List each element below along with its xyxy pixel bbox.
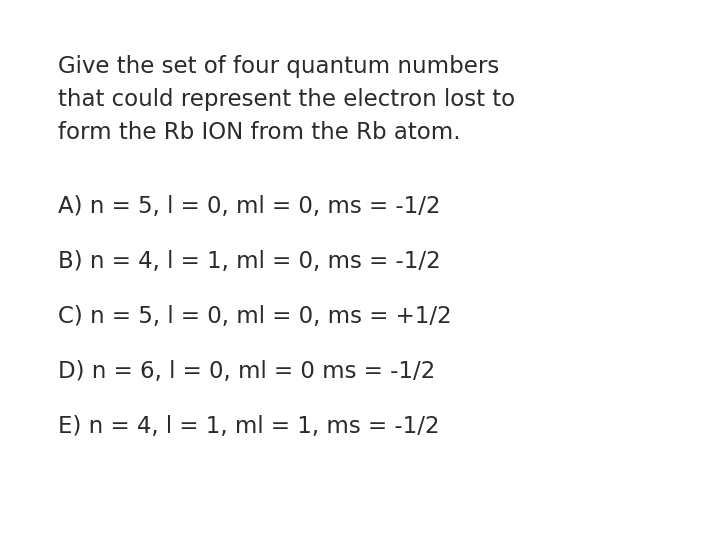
Text: that could represent the electron lost to: that could represent the electron lost t…	[58, 88, 515, 111]
Text: E) n = 4, l = 1, ml = 1, ms = -1/2: E) n = 4, l = 1, ml = 1, ms = -1/2	[58, 415, 439, 438]
Text: form the Rb ION from the Rb atom.: form the Rb ION from the Rb atom.	[58, 121, 461, 144]
Text: A) n = 5, l = 0, ml = 0, ms = -1/2: A) n = 5, l = 0, ml = 0, ms = -1/2	[58, 195, 441, 218]
Text: D) n = 6, l = 0, ml = 0 ms = -1/2: D) n = 6, l = 0, ml = 0 ms = -1/2	[58, 360, 436, 383]
Text: C) n = 5, l = 0, ml = 0, ms = +1/2: C) n = 5, l = 0, ml = 0, ms = +1/2	[58, 305, 451, 328]
Text: B) n = 4, l = 1, ml = 0, ms = -1/2: B) n = 4, l = 1, ml = 0, ms = -1/2	[58, 250, 441, 273]
Text: Give the set of four quantum numbers: Give the set of four quantum numbers	[58, 55, 499, 78]
